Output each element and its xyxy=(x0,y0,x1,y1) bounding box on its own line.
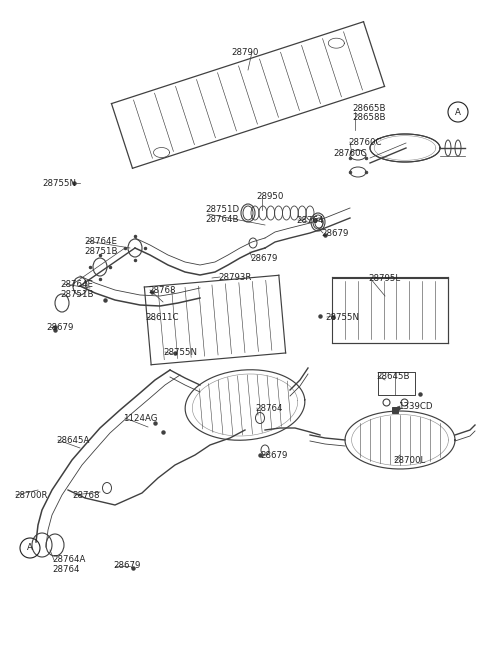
Text: 28755N: 28755N xyxy=(325,313,359,321)
Text: 28764E: 28764E xyxy=(84,236,117,246)
Text: 28764: 28764 xyxy=(52,566,80,574)
Text: 28764E: 28764E xyxy=(60,280,93,288)
Text: 28760C: 28760C xyxy=(348,137,382,147)
Text: 28665B: 28665B xyxy=(352,104,385,112)
Text: 28679: 28679 xyxy=(46,323,73,331)
Text: 28950: 28950 xyxy=(256,191,283,201)
Text: 28764: 28764 xyxy=(296,216,324,224)
Text: 1124AG: 1124AG xyxy=(123,414,157,422)
Text: 28764A: 28764A xyxy=(52,556,85,564)
Text: 28751B: 28751B xyxy=(60,290,94,299)
Text: 28679: 28679 xyxy=(250,254,277,262)
Text: 28751D: 28751D xyxy=(205,205,239,214)
Text: A: A xyxy=(455,108,461,116)
Text: 28760C: 28760C xyxy=(333,149,367,157)
Text: 28700L: 28700L xyxy=(393,456,425,465)
Text: 28700R: 28700R xyxy=(14,491,48,499)
Text: 28755N: 28755N xyxy=(42,179,76,187)
Text: 28768: 28768 xyxy=(148,286,176,295)
Text: A: A xyxy=(27,544,33,552)
Text: 28645B: 28645B xyxy=(376,371,409,380)
Text: 28679: 28679 xyxy=(113,562,140,570)
Text: 28768: 28768 xyxy=(72,491,99,499)
Text: 28679: 28679 xyxy=(260,450,288,459)
Text: 28764: 28764 xyxy=(255,404,283,412)
Text: 28793R: 28793R xyxy=(218,272,252,282)
Text: 1339CD: 1339CD xyxy=(398,402,432,410)
Text: 28795L: 28795L xyxy=(368,274,400,282)
Text: 28764B: 28764B xyxy=(205,214,239,224)
Text: 28790: 28790 xyxy=(231,48,259,56)
Text: 28645A: 28645A xyxy=(56,436,89,444)
Text: 28755N: 28755N xyxy=(163,347,197,357)
Text: 28658B: 28658B xyxy=(352,112,385,122)
Text: 28679: 28679 xyxy=(321,228,348,238)
Text: 28611C: 28611C xyxy=(145,313,179,321)
Text: 28751B: 28751B xyxy=(84,246,118,256)
